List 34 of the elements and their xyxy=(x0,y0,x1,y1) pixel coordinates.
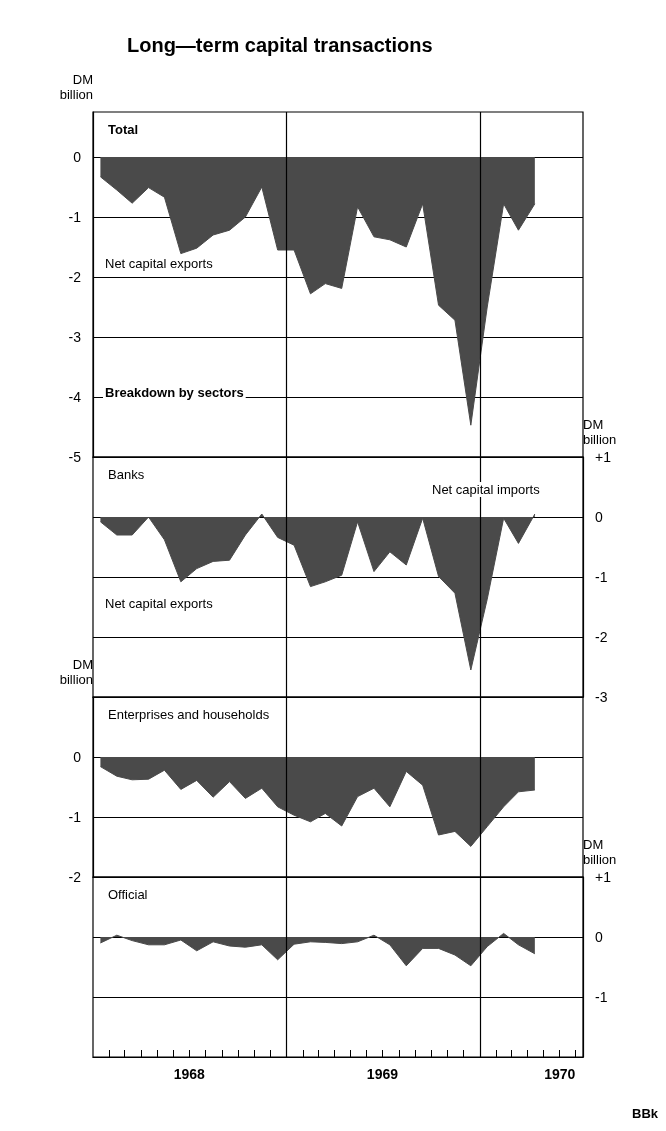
text: Banks xyxy=(108,467,145,482)
y2-tick-label: 0 xyxy=(595,509,603,525)
text: Enterprises and households xyxy=(108,707,270,722)
annotation: Net capital imports xyxy=(432,482,541,497)
y-tick-label: -1 xyxy=(68,809,82,825)
y-axis-title: DM billion xyxy=(59,657,93,687)
y-axis-title: DM billion xyxy=(59,72,93,102)
y2-axis-title: DM billion xyxy=(583,417,617,447)
y2-tick-label: +1 xyxy=(595,449,612,465)
y-tick-label: -2 xyxy=(68,269,82,285)
chart-title: Long—term capital transactions xyxy=(127,34,433,56)
y2-tick-label: -2 xyxy=(595,629,608,645)
y-tick-label: 0 xyxy=(73,749,82,765)
text: BBk xyxy=(632,1106,659,1121)
y2-tick-label: -3 xyxy=(595,689,608,705)
y-tick-label: -2 xyxy=(68,869,82,885)
y2-tick-label: -1 xyxy=(595,569,608,585)
y-tick-label: -1 xyxy=(68,209,82,225)
y2-tick-label: -1 xyxy=(595,989,608,1005)
annotation: Breakdown by sectors xyxy=(105,385,244,400)
text: Total xyxy=(108,122,139,137)
x-tick-label: 1970 xyxy=(544,1066,576,1082)
y2-tick-label: +1 xyxy=(595,869,612,885)
y-tick-label: 0 xyxy=(73,149,82,165)
y-tick-label: -5 xyxy=(68,449,82,465)
y2-tick-label: 0 xyxy=(595,929,603,945)
annotation: Net capital exports xyxy=(105,256,214,271)
y-tick-label: -4 xyxy=(68,389,82,405)
text: Official xyxy=(108,887,148,902)
y2-axis-title: DM billion xyxy=(583,837,617,867)
y-tick-label: -3 xyxy=(68,329,82,345)
x-tick-label: 1969 xyxy=(366,1066,399,1082)
annotation: Net capital exports xyxy=(105,596,214,611)
x-tick-label: 1968 xyxy=(173,1066,206,1082)
